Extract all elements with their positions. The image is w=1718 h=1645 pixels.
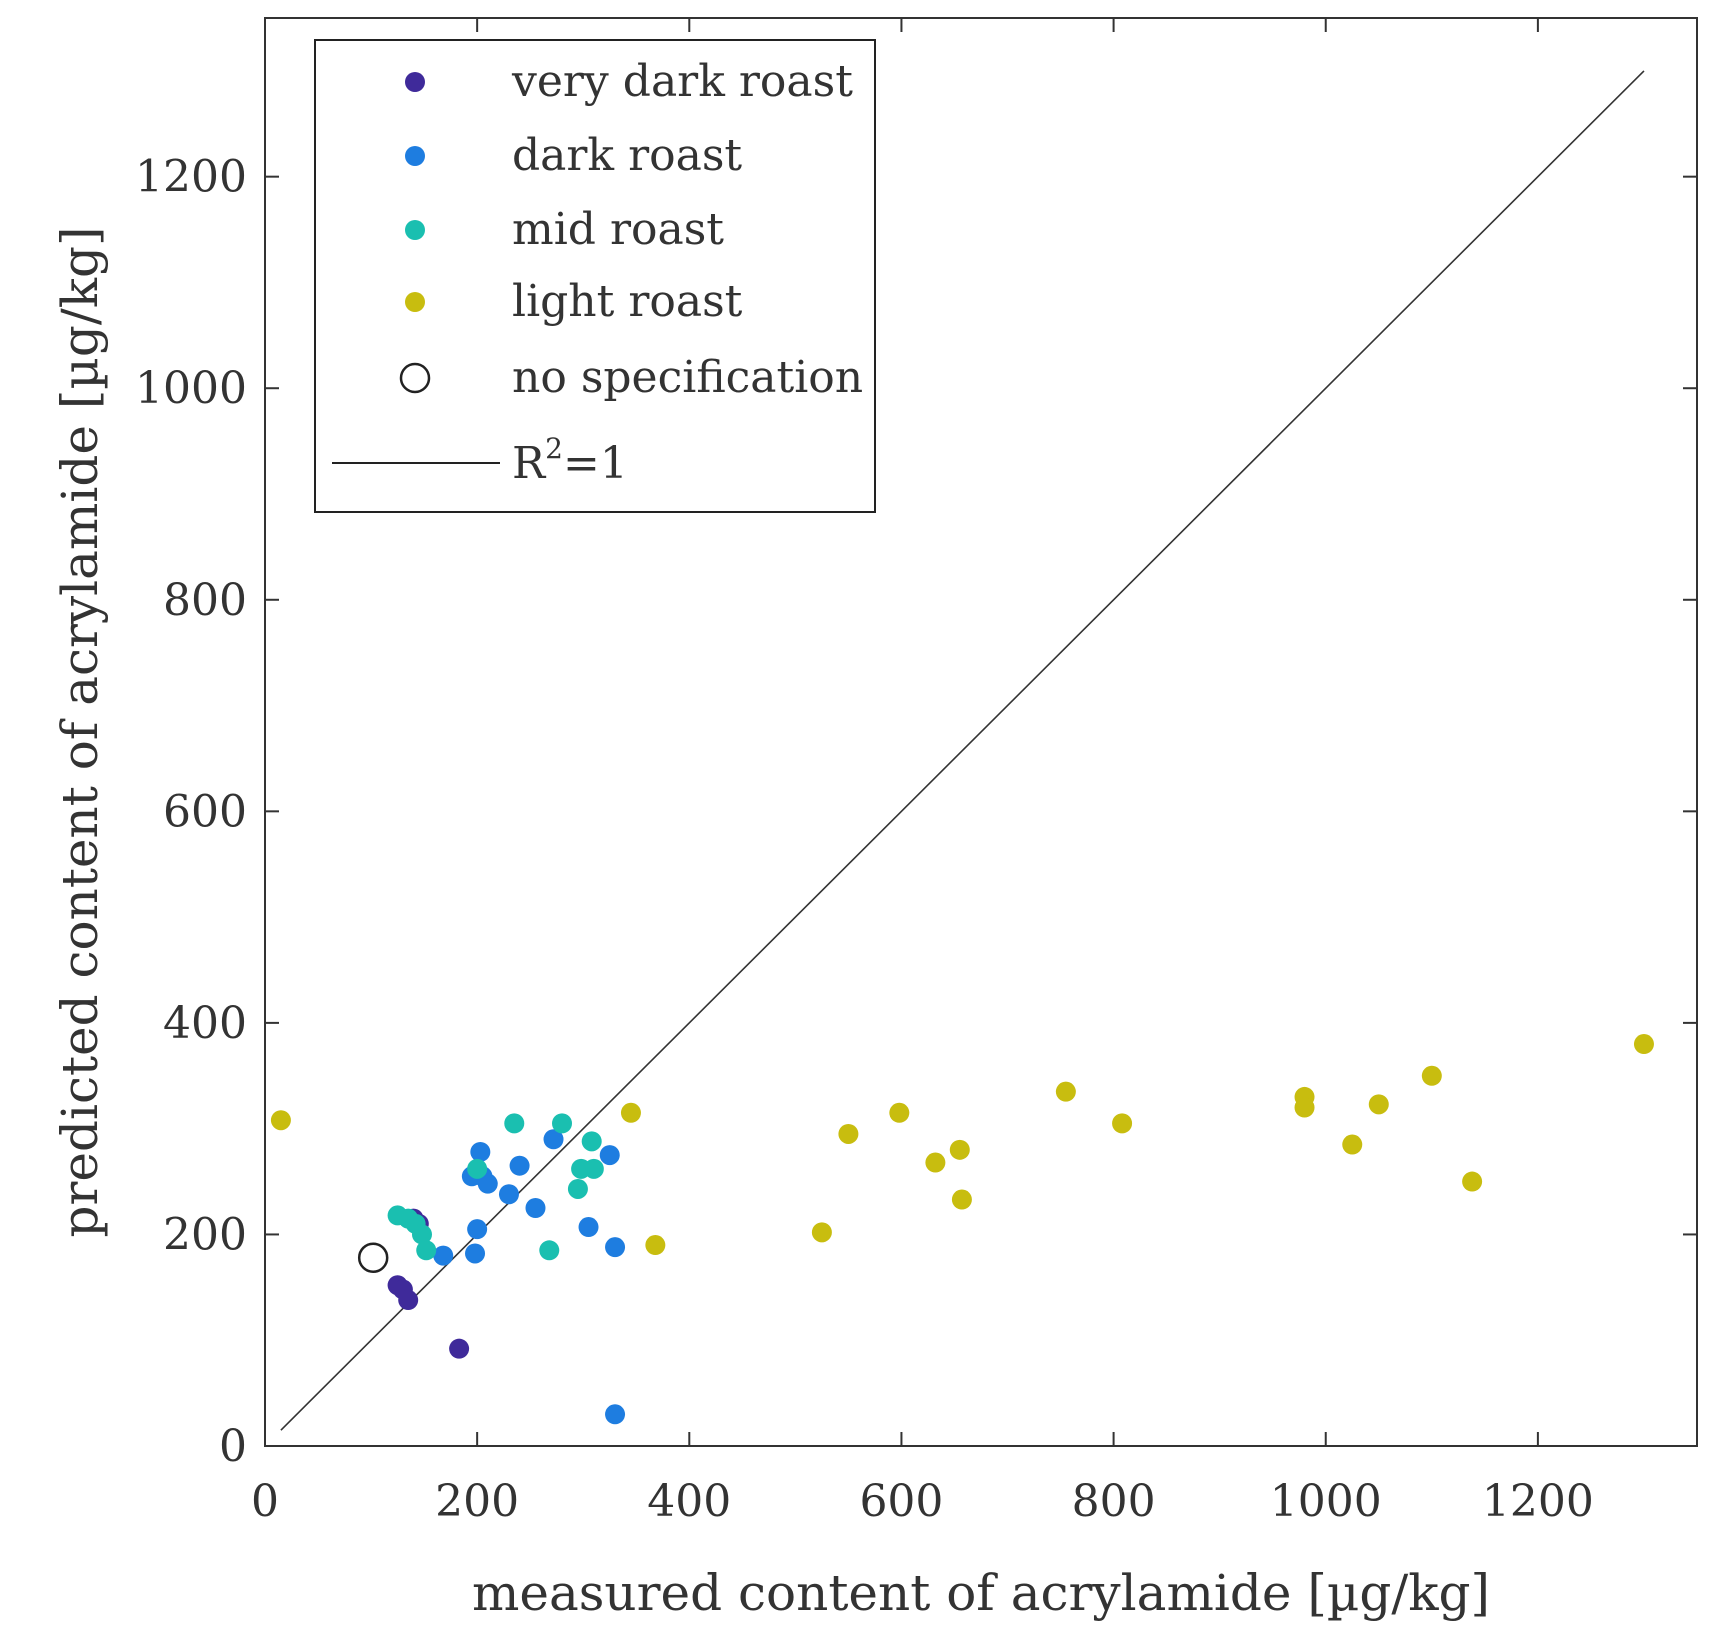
point-light-roast — [1342, 1134, 1363, 1155]
point-dark-roast — [543, 1129, 564, 1150]
data-points — [270, 1034, 1654, 1425]
point-dark-roast — [599, 1145, 620, 1166]
point-mid-roast — [552, 1113, 573, 1134]
x-tick-label: 400 — [647, 1476, 731, 1527]
point-dark-roast — [477, 1173, 498, 1194]
y-tick-label: 400 — [163, 998, 247, 1049]
legend-label-no-specification: no specification — [512, 352, 863, 403]
point-light-roast — [1294, 1097, 1315, 1118]
y-axis-title: predicted content of acrylamide [µg/kg] — [51, 226, 109, 1237]
y-tick-labels: 0 200 400 600 800 1000 1200 — [135, 152, 247, 1472]
point-mid-roast — [467, 1158, 488, 1179]
point-dark-roast — [525, 1198, 546, 1218]
y-tick-label: 200 — [163, 1209, 247, 1260]
point-light-roast — [1368, 1094, 1389, 1115]
legend-label-mid-roast: mid roast — [512, 204, 724, 255]
point-dark-roast — [467, 1219, 488, 1240]
point-light-roast — [270, 1110, 291, 1131]
legend-marker-light-roast — [405, 292, 425, 312]
y-tick-label: 1000 — [135, 363, 247, 414]
legend-marker-dark-roast — [405, 146, 425, 166]
point-dark-roast — [470, 1141, 491, 1162]
point-light-roast — [811, 1222, 832, 1243]
point-mid-roast — [567, 1178, 588, 1199]
y-tick-label: 800 — [163, 575, 247, 626]
point-no-specification — [357, 1242, 389, 1273]
point-light-roast — [949, 1139, 970, 1160]
x-tick-label: 1200 — [1482, 1476, 1594, 1527]
legend-label-reference-line: R2=1 — [512, 432, 628, 489]
legend-label-very-dark-roast: very dark roast — [511, 56, 853, 107]
point-mid-roast — [411, 1224, 432, 1245]
point-light-roast — [951, 1189, 972, 1210]
point-light-roast — [1421, 1065, 1442, 1086]
point-dark-roast — [605, 1237, 626, 1258]
x-tick-label: 600 — [859, 1476, 943, 1527]
point-mid-roast — [581, 1131, 602, 1152]
legend-marker-very-dark-roast — [405, 72, 425, 92]
legend-marker-mid-roast — [405, 220, 425, 240]
point-dark-roast — [433, 1245, 454, 1266]
point-dark-roast — [465, 1243, 486, 1264]
x-tick-label: 800 — [1072, 1476, 1156, 1527]
x-tick-label: 200 — [435, 1476, 519, 1527]
legend-label-light-roast: light roast — [512, 276, 743, 327]
point-light-roast — [645, 1235, 666, 1256]
point-mid-roast — [583, 1158, 604, 1179]
legend: very dark roast dark roast mid roast light … — [314, 39, 876, 513]
x-tick-labels: 0 200 400 600 800 1000 1200 — [251, 1476, 1594, 1527]
point-dark-roast — [509, 1155, 530, 1176]
point-mid-roast — [504, 1113, 525, 1134]
point-dark-roast — [578, 1217, 599, 1238]
point-light-roast — [1112, 1113, 1133, 1134]
point-light-roast — [620, 1102, 641, 1123]
point-very-dark-roast — [398, 1290, 419, 1311]
legend-marker-no-specification — [399, 362, 431, 394]
x-tick-label: 1000 — [1270, 1476, 1382, 1527]
point-light-roast — [1055, 1081, 1076, 1102]
point-light-roast — [838, 1123, 859, 1144]
y-tick-label: 1200 — [135, 152, 247, 203]
x-axis-title: measured content of acrylamide [µg/kg] — [472, 1564, 1490, 1622]
point-light-roast — [1462, 1171, 1483, 1192]
y-tick-label: 600 — [163, 786, 247, 837]
point-mid-roast — [416, 1240, 437, 1261]
y-tick-label: 0 — [219, 1421, 247, 1472]
point-light-roast — [889, 1102, 910, 1123]
axis-ticks — [264, 18, 1697, 1447]
point-dark-roast — [498, 1184, 519, 1205]
point-light-roast — [925, 1152, 946, 1173]
x-tick-label: 0 — [251, 1476, 279, 1527]
legend-box — [314, 39, 876, 513]
legend-label-dark-roast: dark roast — [512, 130, 742, 181]
point-dark-roast — [605, 1404, 626, 1425]
point-light-roast — [1633, 1034, 1654, 1055]
point-very-dark-roast — [449, 1338, 470, 1359]
point-mid-roast — [539, 1240, 560, 1261]
